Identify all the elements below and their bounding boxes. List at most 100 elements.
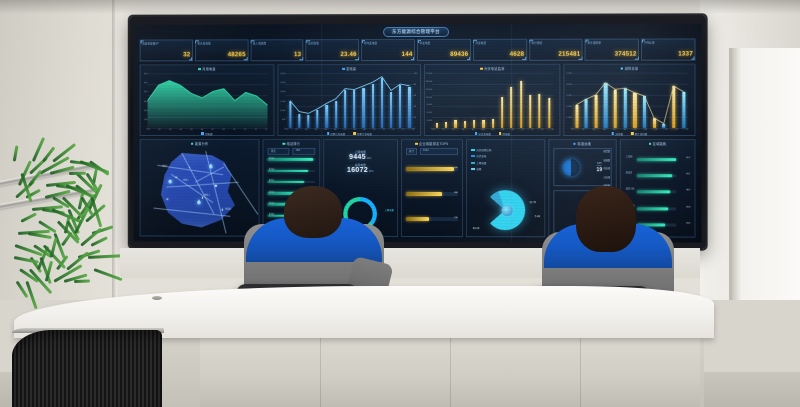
kpi-value-8: 374512 [614,50,637,58]
video-wall-screen: 东方能源综合管理平台 总装机容量/户 32 累计发电量 48265 接入电站数 … [133,23,702,243]
kpi-card-8[interactable]: 累计减排量 374512 [584,38,640,61]
rank-value: 48.7 [686,189,691,192]
palm-frond [20,212,37,223]
bullet-icon [648,142,652,145]
cabinet-seam-3 [580,338,581,407]
rank-row[interactable]: 电站C [267,179,315,185]
kpi-card-9[interactable]: 节约标煤 1337 [641,38,696,61]
plot-area-emission-reduction [571,72,689,129]
grid-energy-value: 9445 [349,153,366,161]
kpi-label-0: 总装机容量/户 [142,42,159,46]
chart-panel-emission-reduction[interactable]: 减排总量 5,000 4,000 3,000 2,000 1,000 0 01 02 03 04… [563,63,696,137]
rank-row[interactable]: 368 [405,191,458,200]
bullet-icon [342,67,345,70]
pie-value-2: 69.26 [472,227,480,231]
kpi-card-1[interactable]: 累计发电量 48265 [194,39,249,62]
maintenance-row-label: 报警数 [603,151,611,154]
legend-item: 减排量 [611,131,623,136]
map-label-1: 电站二 [183,180,190,183]
panel-enterprise-ranking[interactable]: 企业用能排名TOP5 总计 1042 485 368 230 [400,138,463,238]
kpi-card-3[interactable]: 装机容量 23.46 [305,39,360,62]
pie-legend-item: 光伏发电 [470,154,492,158]
rank-name: 电站A [268,157,275,160]
rank-bar [405,217,429,222]
kpi-label-9: 节约标煤 [643,41,655,45]
map-region-shape [156,153,244,228]
bar[interactable] [435,122,438,128]
rank-value: 50.1 [686,173,691,176]
kpi-card-4[interactable]: 年均发电量 144 [361,39,415,62]
palm-frond [44,189,71,199]
bullet-icon [282,142,286,145]
bar[interactable] [454,120,457,128]
bar[interactable] [491,119,494,128]
bullet-icon [620,67,624,70]
kpi-label-3: 装机容量 [308,42,319,46]
rank-bar [636,158,677,162]
chart-row-top: 月用电量 600 500 400 300 200 100 0 01 02 03 04 05 06 07 0… [139,63,696,137]
palm-frond [73,279,91,283]
title-wing-right [452,31,480,33]
y-tick: 15,000 [425,88,433,91]
bar[interactable] [445,121,448,128]
rank-value: 368 [454,191,458,194]
map-pin-2[interactable] [208,164,213,170]
kpi-card-6[interactable]: 月发电量 4628 [472,38,527,61]
desk-cabinet[interactable] [200,338,700,407]
rank-row[interactable]: 电站B [267,168,315,174]
bar[interactable] [519,80,522,128]
palm-frond [87,254,122,259]
bar[interactable] [501,96,504,128]
cabinet-seam-1 [320,338,321,407]
kpi-card-7[interactable]: 累计收益 215481 [528,38,583,61]
legend-swatch [470,168,475,171]
bar[interactable] [482,120,485,128]
rank-row[interactable]: 商业区 50.1 [625,170,691,182]
kpi-value-9: 1337 [678,50,693,58]
bar[interactable] [473,119,476,128]
area-series [148,80,268,129]
pie-legend: 光伏直供比例 光伏发电 上网电量 电网 [470,148,492,171]
bar[interactable] [529,95,532,128]
maintenance-row-label: 已处理 [603,176,611,179]
map-node[interactable] [215,185,217,187]
rank-bar [405,167,454,172]
chart-panel-monthly-consumption[interactable]: 月用电量 600 500 400 300 200 100 0 01 02 03 04 05 06 07 0… [139,64,275,136]
operator-left-head [284,186,342,238]
rank-value: 230 [454,216,458,219]
chart-legend: 日累计发电量 月累计发电量 [279,131,421,135]
rank-row[interactable]: 230 [405,216,458,225]
map-node[interactable] [188,166,191,168]
kpi-card-5[interactable]: 年发电量 89436 [416,38,471,61]
total-energy-unit: kWh [368,170,374,173]
kpi-value-6: 4628 [509,50,525,58]
chart-panel-power-generation[interactable]: 发电量 3,000 2,500 2,000 1,500 1,000 500 0 100 80 6… [277,63,422,137]
overlay-line-series [572,73,689,128]
y-tick: 12,000 [425,96,433,99]
bar[interactable] [538,94,541,128]
chart-panel-grid-connected-monitoring[interactable]: 光伏电站监测 21,000 18,000 15,000 12,000 9,000 6,00… [424,63,561,137]
legend-swatch [470,155,475,158]
rank-row[interactable]: 工业园 56.7 [625,154,690,166]
legend-item: 光伏发电量 [474,131,491,136]
rank-row[interactable]: 485 [405,166,458,175]
plot-area-monthly-consumption [147,73,268,129]
bar-series [432,73,553,128]
ranking-gold-title: 企业用能排名TOP5 [402,141,462,146]
rank-bar [636,174,672,178]
rank-row[interactable]: 电站A [267,157,315,163]
kpi-value-3: 23.46 [340,51,357,59]
bar[interactable] [463,120,466,128]
map-pin-1[interactable] [197,199,202,205]
chart-title-monthly-consumption: 月用电量 [141,66,274,71]
kpi-card-2[interactable]: 接入电站数 13 [250,39,304,62]
screen-seam-2 [511,23,513,243]
ceiling-shadow [0,0,800,14]
kpi-card-0[interactable]: 总装机容量/户 32 [139,39,193,62]
pie-legend-item: 上网电量 [470,161,492,165]
pie-legend-item: 电网 [470,167,492,171]
kpi-row: 总装机容量/户 32 累计发电量 48265 接入电站数 13 装机容量 23.… [139,38,696,62]
map-pin-0[interactable] [168,179,173,185]
palm-frond [89,160,110,176]
bar[interactable] [547,97,551,128]
